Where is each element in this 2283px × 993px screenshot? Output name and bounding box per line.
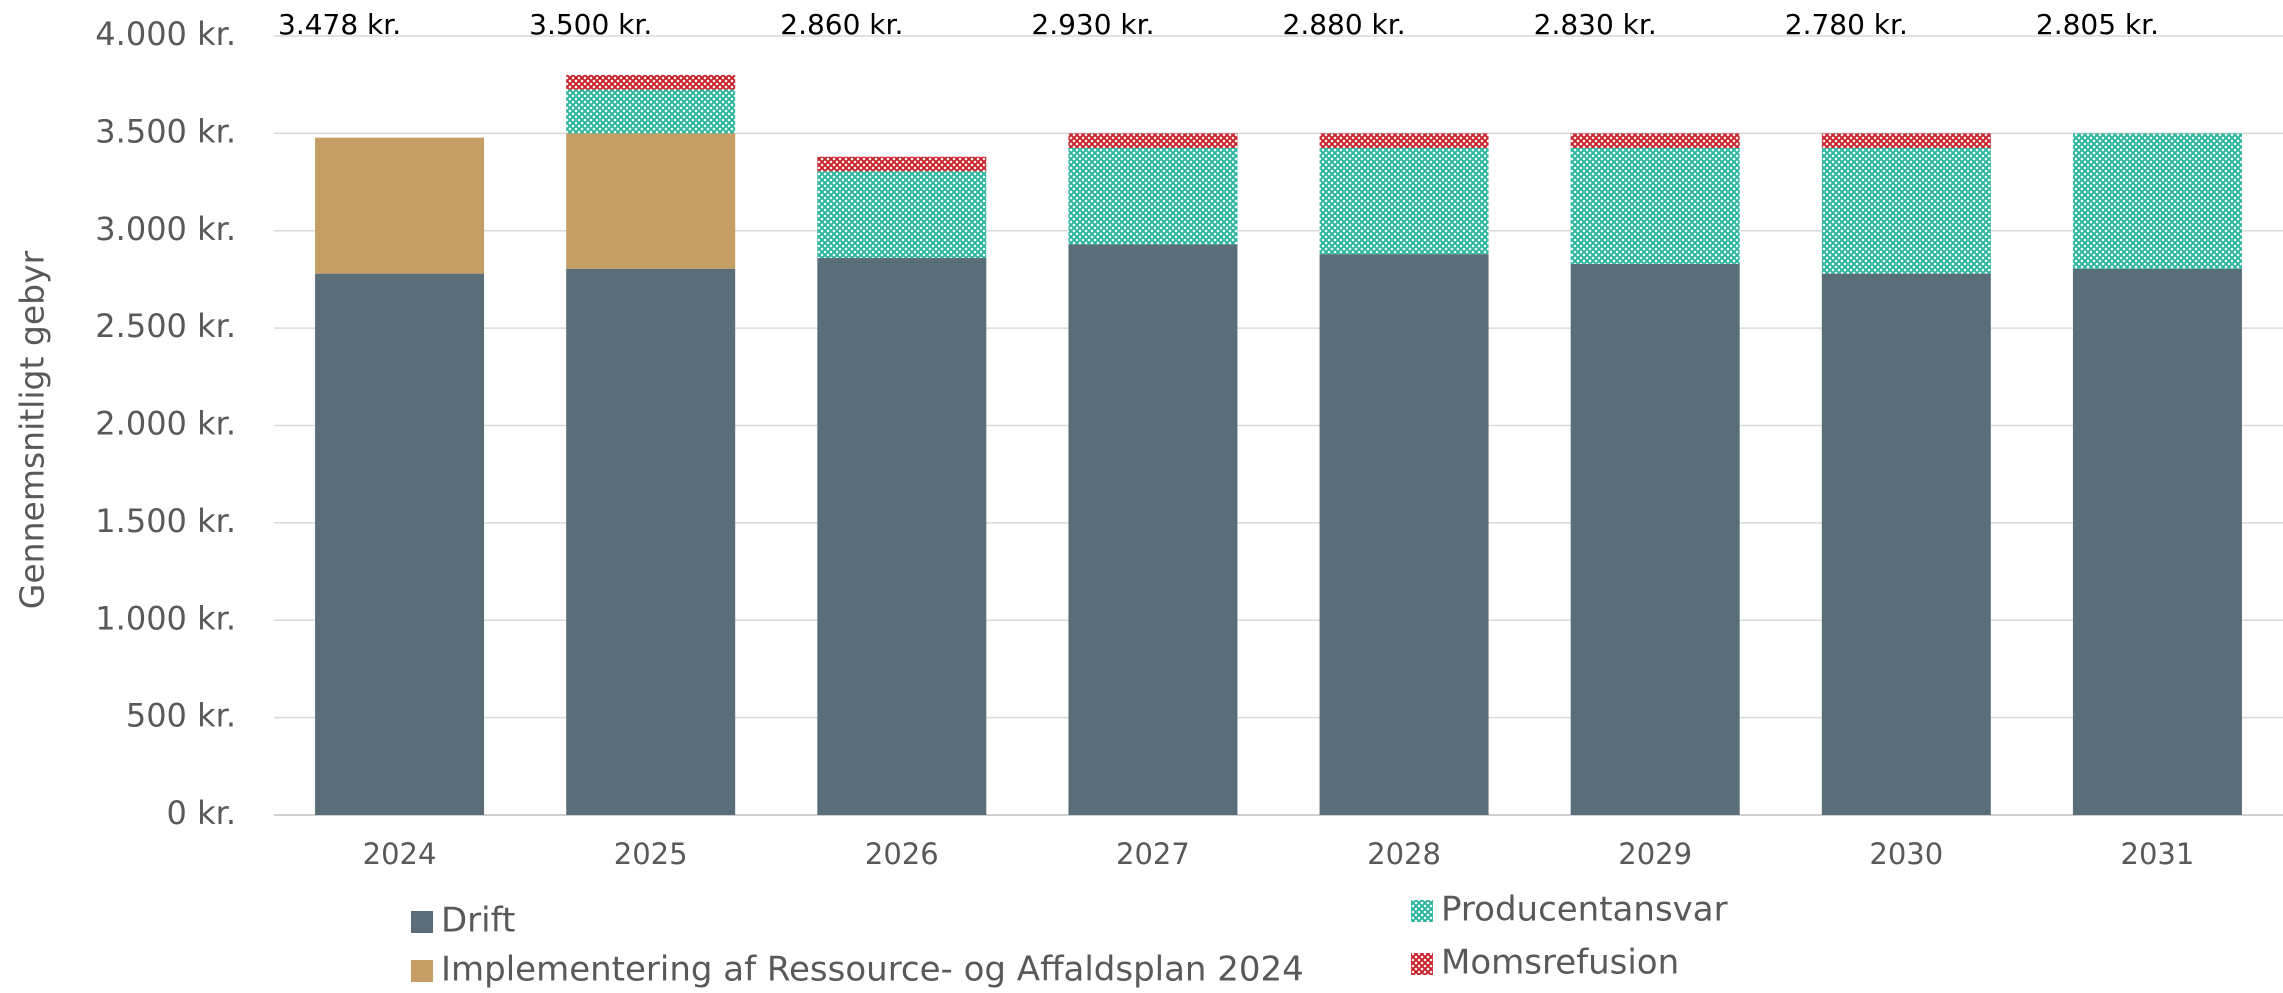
bar-segment [817, 258, 987, 815]
bar-segment [566, 74, 736, 90]
bar-segment [1570, 133, 1740, 148]
bar-segment [566, 133, 736, 269]
bar-segment [2072, 268, 2242, 815]
data-label: 3.500 kr. [529, 8, 652, 41]
bar-segment [566, 89, 736, 134]
bar-segment [1319, 254, 1489, 815]
x-tick-label: 2027 [1116, 837, 1190, 871]
bar-segment [1068, 244, 1238, 815]
legend-label: Drift [441, 901, 515, 941]
x-tick-label: 2026 [865, 837, 939, 871]
y-tick-label: 500 kr. [126, 697, 236, 735]
bar-segment [566, 268, 736, 815]
data-label: 2.880 kr. [1283, 8, 1406, 41]
legend-swatch [411, 911, 433, 933]
legend-label: Momsrefusion [1441, 943, 1679, 983]
bar-segment [1570, 263, 1740, 815]
bar-segment [315, 137, 485, 274]
legend-swatch [411, 960, 433, 982]
legend-swatch [1411, 953, 1433, 975]
legend-swatch [1411, 900, 1433, 922]
data-label: 3.478 kr. [278, 8, 401, 41]
data-label: 2.805 kr. [2036, 8, 2159, 41]
data-label: 2.860 kr. [780, 8, 903, 41]
y-tick-label: 4.000 kr. [95, 15, 236, 53]
bar-segment [1821, 273, 1991, 816]
bar-segment [1068, 133, 1238, 148]
y-tick-label: 1.000 kr. [95, 599, 236, 637]
bar-segment [1570, 147, 1740, 264]
bar-segment [315, 273, 485, 816]
x-tick-label: 2030 [1869, 837, 1943, 871]
y-tick-label: 1.500 kr. [95, 502, 236, 540]
y-tick-label: 3.500 kr. [95, 112, 236, 150]
x-tick-label: 2028 [1367, 837, 1441, 871]
y-tick-label: 3.000 kr. [95, 210, 236, 248]
x-tick-label: 2031 [2121, 837, 2195, 871]
data-label: 2.830 kr. [1534, 8, 1657, 41]
bar-segment [2072, 133, 2242, 269]
legend-label: Implementering af Ressource- og Affaldsp… [441, 950, 1304, 990]
bar-segment [1319, 147, 1489, 255]
data-label: 2.780 kr. [1785, 8, 1908, 41]
bar-segment [1319, 133, 1489, 148]
data-label: 2.930 kr. [1031, 8, 1154, 41]
y-tick-label: 2.500 kr. [95, 307, 236, 345]
x-tick-label: 2029 [1618, 837, 1692, 871]
x-tick-label: 2025 [614, 837, 688, 871]
bar-segment [817, 171, 987, 259]
bar-segment [1821, 147, 1991, 274]
x-tick-label: 2024 [363, 837, 437, 871]
bar-segment [1068, 147, 1238, 245]
y-tick-label: 2.000 kr. [95, 405, 236, 443]
legend-label: Producentansvar [1441, 890, 1728, 930]
bar-segment [1821, 133, 1991, 148]
y-axis-label: Gennemsnitligt gebyr [13, 250, 52, 609]
bar-segment [817, 156, 987, 172]
y-tick-label: 0 kr. [167, 794, 236, 832]
